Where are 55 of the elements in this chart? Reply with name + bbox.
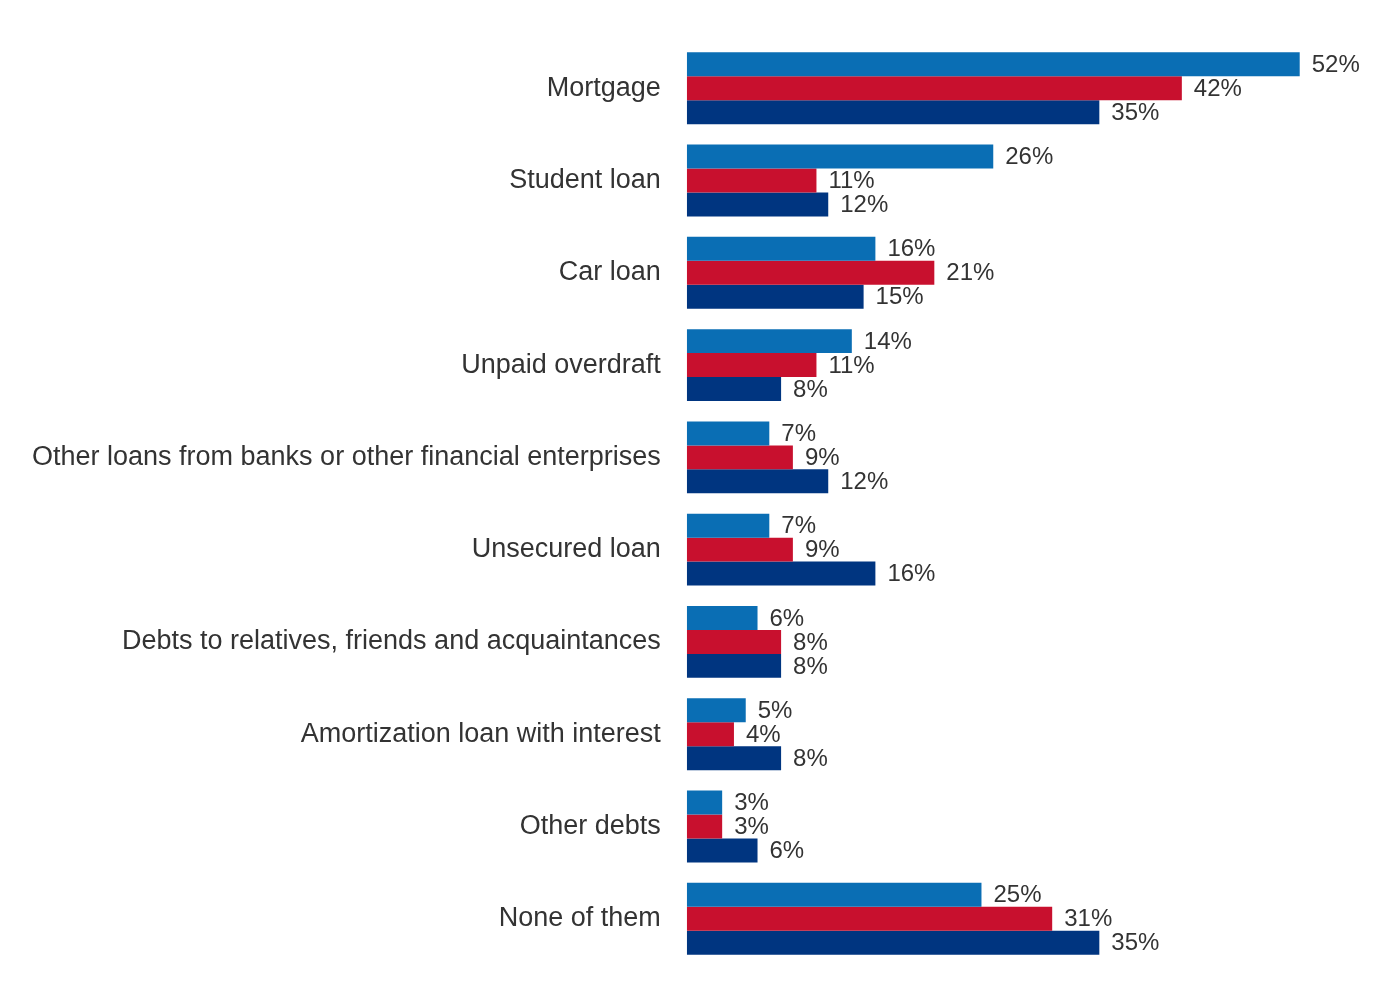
bar — [686, 906, 1053, 931]
y-tick-label: Unsecured loan — [471, 533, 661, 564]
data-label: 35% — [1111, 97, 1160, 125]
y-tick-label: None of them — [498, 902, 661, 933]
bar — [686, 100, 1100, 125]
bar — [686, 814, 723, 839]
bar — [686, 76, 1182, 101]
bar — [686, 353, 817, 378]
bar — [686, 284, 864, 309]
data-label: 12% — [840, 466, 889, 494]
data-label: 35% — [1111, 928, 1160, 956]
bar — [686, 469, 829, 494]
bar — [686, 746, 782, 771]
y-tick-label: Unpaid overdraft — [461, 348, 662, 379]
data-label: 16% — [887, 234, 936, 262]
bar — [686, 930, 1100, 955]
bar — [686, 629, 782, 654]
data-label: 31% — [1064, 904, 1113, 932]
data-label: 6% — [769, 836, 805, 864]
bar — [686, 377, 782, 402]
y-tick-label: Mortgage — [546, 71, 661, 102]
y-tick-label: Car loan — [558, 256, 661, 287]
y-tick-label: Debts to relatives, friends and acquaintances — [121, 625, 661, 656]
bar — [686, 52, 1300, 77]
data-label: 8% — [793, 743, 828, 771]
y-tick-label: Student loan — [509, 164, 661, 195]
bar — [686, 421, 770, 446]
data-label: 42% — [1193, 73, 1242, 101]
data-label: 52% — [1311, 49, 1360, 77]
bar — [686, 445, 793, 470]
data-label: 15% — [875, 282, 924, 310]
bar — [686, 698, 746, 723]
data-label: 8% — [793, 374, 828, 402]
bar — [686, 260, 935, 285]
bar — [686, 838, 758, 863]
y-tick-label: Amortization loan with interest — [300, 717, 662, 748]
bar — [686, 192, 829, 217]
bar — [686, 168, 817, 193]
bar — [686, 653, 782, 678]
y-tick-label: Other loans from banks or other financial enterprises — [31, 440, 661, 471]
data-label: 26% — [1005, 142, 1054, 170]
bar — [686, 537, 793, 562]
bar — [686, 561, 876, 586]
data-label: 25% — [993, 880, 1042, 908]
bar — [686, 882, 982, 907]
bar — [686, 513, 770, 538]
data-label: 16% — [887, 559, 936, 587]
bar — [686, 790, 723, 815]
bar — [686, 236, 876, 261]
y-tick-label: Other debts — [519, 809, 661, 840]
data-label: 21% — [946, 258, 995, 286]
bar — [686, 605, 758, 630]
bar — [686, 329, 852, 354]
bar — [686, 722, 734, 747]
bar — [686, 144, 994, 169]
